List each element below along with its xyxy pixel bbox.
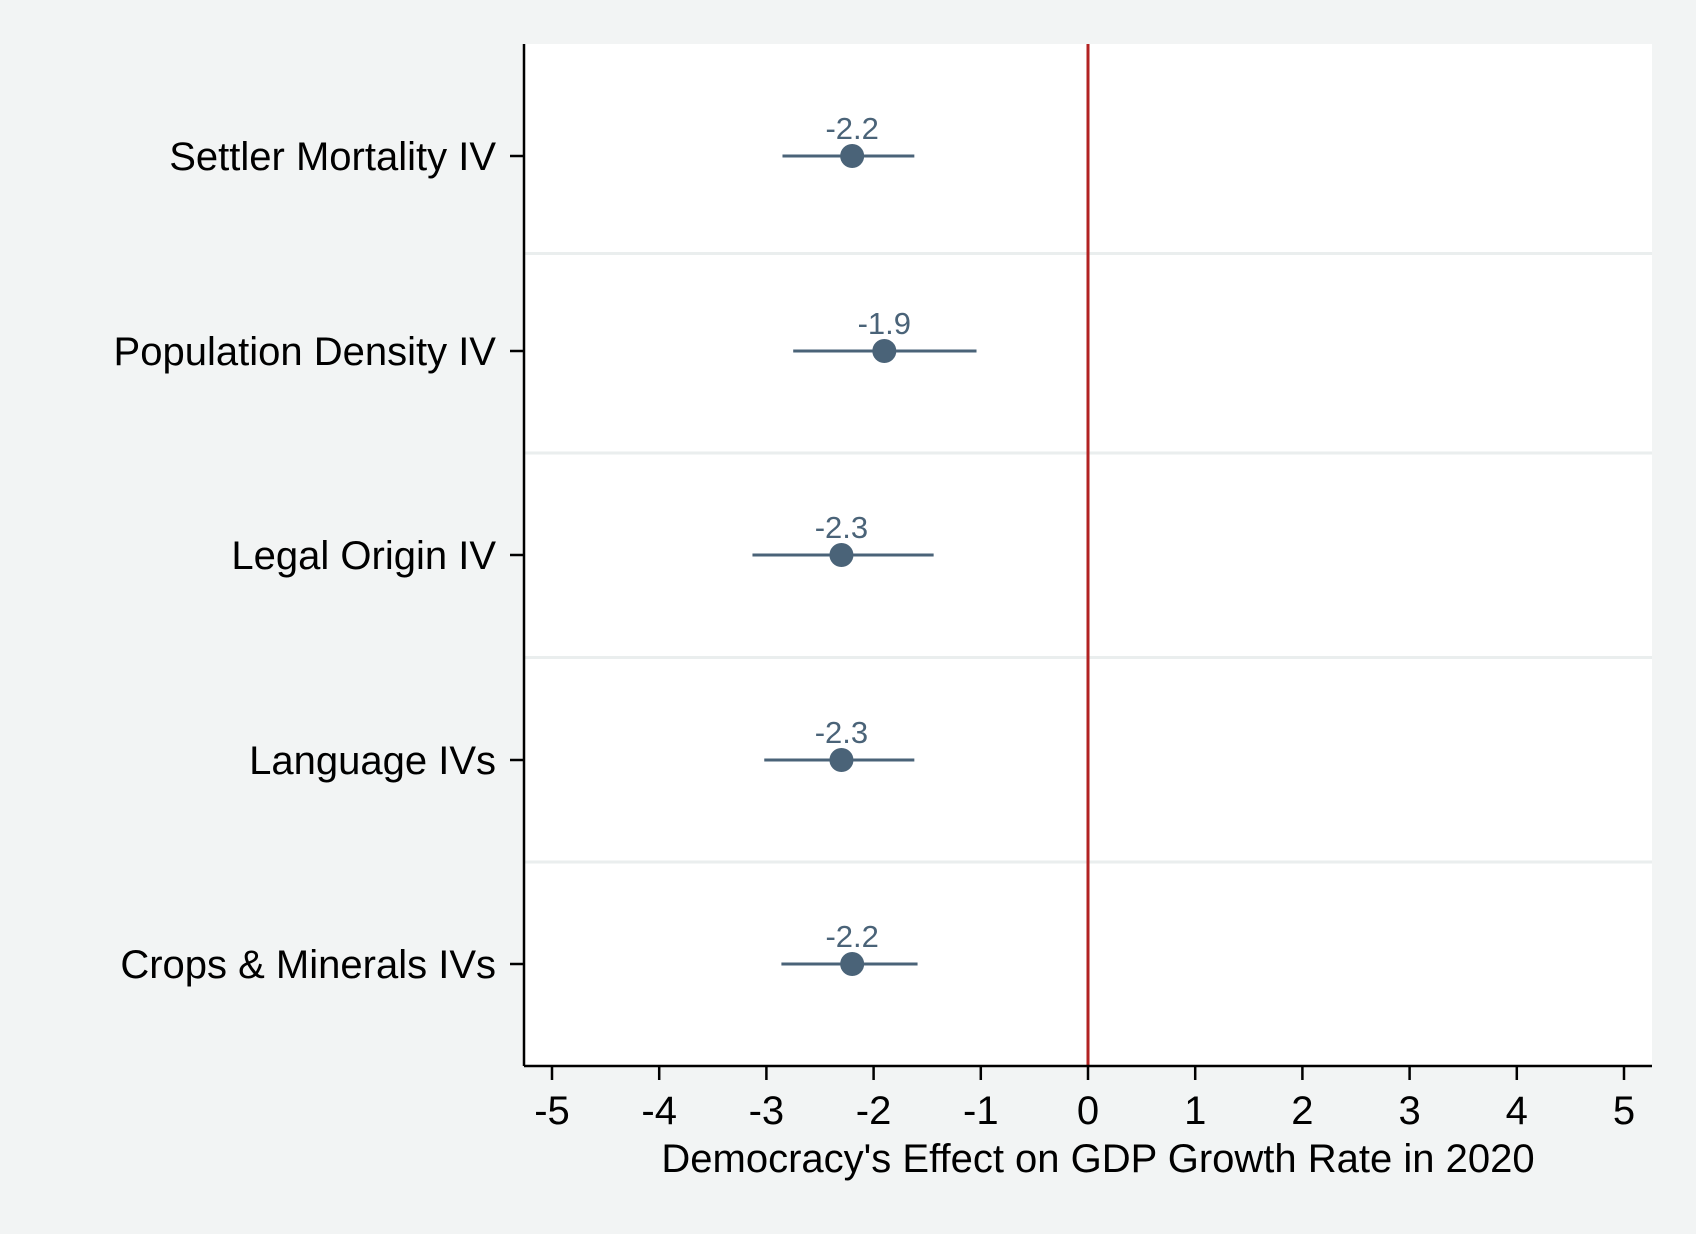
estimate-point <box>872 339 897 363</box>
value-label: -1.9 <box>858 306 911 341</box>
x-tick-label: 3 <box>1398 1089 1420 1133</box>
x-tick-label: 4 <box>1506 1089 1528 1133</box>
x-tick-label: 5 <box>1613 1089 1635 1133</box>
estimate-point <box>829 748 854 772</box>
value-label: -2.2 <box>825 111 878 146</box>
x-tick-label: 0 <box>1077 1089 1099 1133</box>
category-label: Legal Origin IV <box>231 534 496 578</box>
x-tick-label: 2 <box>1291 1089 1313 1133</box>
estimate-point <box>829 543 854 567</box>
category-label: Crops & Minerals IVs <box>120 943 496 987</box>
category-label: Settler Mortality IV <box>169 135 496 179</box>
category-label: Language IVs <box>249 739 496 783</box>
x-tick-label: -5 <box>534 1089 570 1133</box>
y-axis: Settler Mortality IV Population Density I… <box>114 135 524 987</box>
category-label: Population Density IV <box>114 330 497 374</box>
value-label: -2.3 <box>815 510 868 545</box>
x-tick-label: 1 <box>1184 1089 1206 1133</box>
value-label: -2.3 <box>815 715 868 750</box>
estimate-point <box>840 144 865 168</box>
estimate-point <box>840 952 865 976</box>
chart-marks: -2.2 -1.9 -2.3 -2.3 -2.2 <box>752 111 977 976</box>
x-axis: -5 -4 -3 -2 -1 0 1 2 3 4 5 <box>534 1066 1635 1133</box>
x-tick-label: -2 <box>856 1089 892 1133</box>
x-tick-label: -4 <box>641 1089 677 1133</box>
x-tick-label: -1 <box>963 1089 999 1133</box>
x-axis-title: Democracy's Effect on GDP Growth Rate in… <box>661 1137 1534 1181</box>
value-label: -2.2 <box>825 919 878 954</box>
x-tick-label: -3 <box>749 1089 785 1133</box>
